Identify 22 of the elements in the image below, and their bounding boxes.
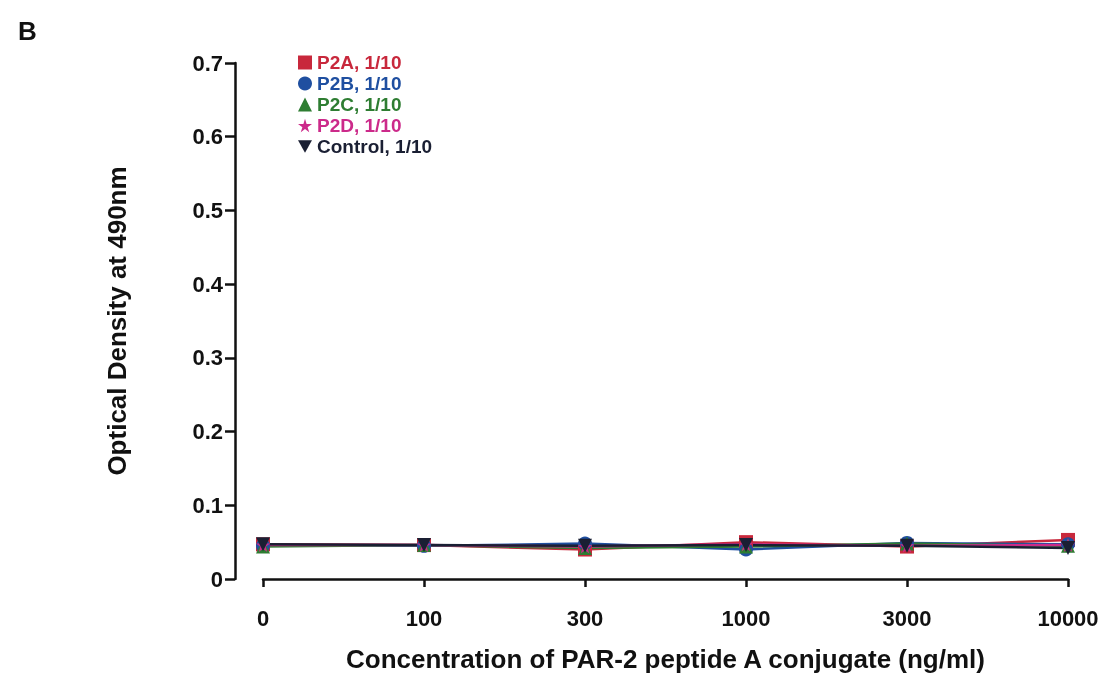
x-tick-label: 0 xyxy=(256,605,270,631)
legend-label: P2B, 1/10 xyxy=(317,73,402,94)
text: B xyxy=(18,16,37,46)
y-tick-label: 0.7 xyxy=(192,50,223,76)
y-tick-label: 0.2 xyxy=(192,419,223,445)
y-tick-label: 0.4 xyxy=(192,271,224,297)
x-axis-title: Concentration of PAR-2 peptide A conjugate (ng/ml) xyxy=(346,644,985,674)
legend-label: P2D, 1/10 xyxy=(317,115,402,136)
y-tick-label: 0.3 xyxy=(192,345,223,371)
y-tick-label: 0.5 xyxy=(192,197,223,223)
x-tick-label: 3000 xyxy=(882,605,932,631)
y-tick-label: 0 xyxy=(210,566,223,592)
x-tick-label: 100 xyxy=(405,605,443,631)
x-tick-label: 300 xyxy=(566,605,604,631)
x-tick-label: 1000 xyxy=(721,605,771,631)
legend-label: Control, 1/10 xyxy=(317,136,433,157)
y-tick-label: 0.1 xyxy=(192,492,223,518)
legend-label: P2C, 1/10 xyxy=(317,94,402,115)
legend-label: P2A, 1/10 xyxy=(317,52,402,73)
y-tick-label: 0.6 xyxy=(192,124,223,150)
x-tick-label: 10000 xyxy=(1037,605,1099,631)
y-axis-title: Optical Density at 490nm xyxy=(102,166,132,476)
